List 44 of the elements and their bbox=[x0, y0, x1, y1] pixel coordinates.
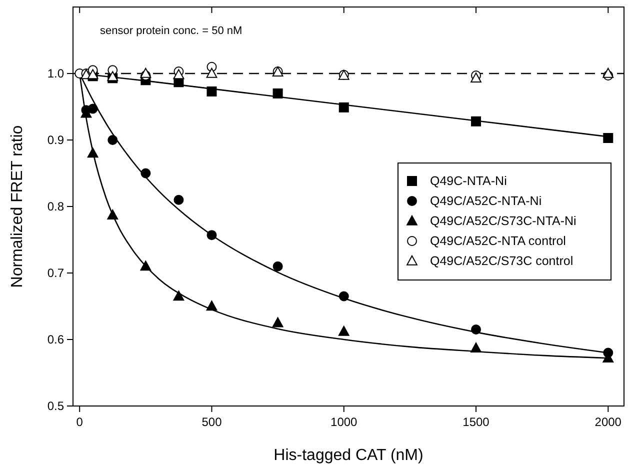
point bbox=[140, 168, 151, 178]
x-tick-label: 2000 bbox=[594, 415, 622, 429]
y-tick-label: 0.9 bbox=[47, 133, 64, 147]
point bbox=[108, 135, 118, 145]
point bbox=[140, 68, 152, 78]
point bbox=[87, 148, 98, 158]
legend-label: Q49C/A52C/S73C-NTA-Ni bbox=[430, 214, 576, 228]
y-tick-label: 0.8 bbox=[47, 200, 64, 214]
legend-label: Q49C-NTA-Ni bbox=[430, 174, 507, 188]
x-tick-label: 1000 bbox=[330, 415, 358, 429]
point bbox=[206, 68, 218, 78]
point bbox=[206, 300, 218, 311]
legend-label: Q49C/A52C/S73C control bbox=[430, 254, 574, 268]
x-tick-label: 1500 bbox=[462, 415, 490, 429]
point bbox=[338, 326, 350, 336]
point bbox=[338, 291, 349, 302]
point bbox=[471, 324, 482, 335]
point bbox=[272, 88, 283, 98]
x-axis-title: His-tagged CAT (nM) bbox=[274, 447, 424, 464]
y-tick-label: 0.7 bbox=[47, 266, 64, 280]
point bbox=[140, 260, 152, 271]
point bbox=[206, 230, 217, 240]
y-axis-title: Normalized FRET ratio bbox=[9, 125, 26, 288]
point bbox=[173, 69, 184, 80]
point bbox=[338, 102, 349, 112]
point bbox=[174, 194, 184, 205]
point bbox=[603, 133, 614, 144]
point bbox=[272, 317, 284, 328]
legend-label: Q49C/A52C-NTA control bbox=[430, 234, 566, 248]
legend-label: Q49C/A52C-NTA-Ni bbox=[430, 194, 542, 208]
annotation: sensor protein conc. = 50 nM bbox=[100, 25, 242, 37]
point bbox=[470, 342, 482, 352]
y-tick-label: 0.6 bbox=[47, 332, 64, 346]
point bbox=[206, 86, 217, 96]
point bbox=[173, 290, 184, 301]
y-tick-label: 1.0 bbox=[47, 66, 64, 80]
point bbox=[602, 68, 614, 78]
point bbox=[107, 209, 118, 220]
point bbox=[272, 261, 283, 272]
x-tick-label: 0 bbox=[76, 415, 84, 429]
point bbox=[88, 104, 98, 114]
x-tick-label: 500 bbox=[202, 415, 222, 429]
y-tick-label: 0.5 bbox=[47, 399, 64, 413]
point bbox=[471, 116, 482, 126]
